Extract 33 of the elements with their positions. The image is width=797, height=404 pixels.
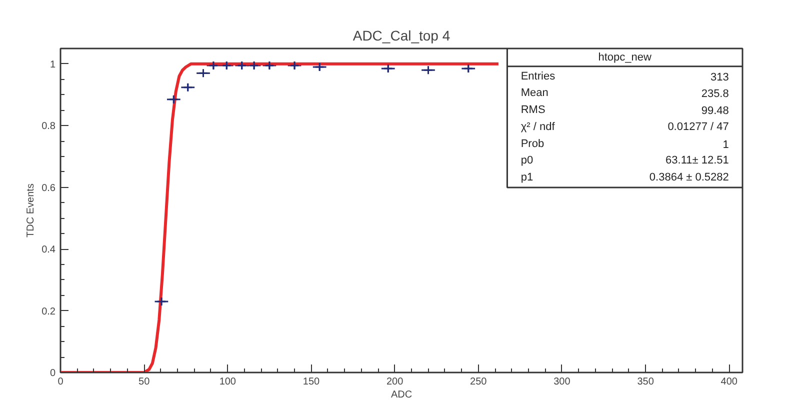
x-tick-label: 250 [470,376,488,388]
annotation: 313 [710,71,729,84]
y-axis-title: TDC Events [26,184,37,238]
y-tick-label: 0 [50,368,56,379]
annotation: Prob [520,138,544,150]
annotation: p1 [520,171,534,184]
annotation: χ² / ndf [520,120,556,133]
annotation: 99.48 [701,105,729,118]
y-tick-label: 0.8 [42,121,56,132]
annotation: Entries [520,70,556,82]
x-tick-label: 0 [58,376,64,388]
x-tick-label: 300 [554,376,571,388]
annotation: 0.01277 / 47 [668,120,729,133]
y-tick-label: 1 [50,59,56,70]
annotation: RMS [520,104,546,116]
y-tick-label: 0.6 [42,182,56,194]
annotation: Mean [520,87,548,100]
x-tick-label: 400 [720,376,738,388]
x-tick-label: 50 [138,376,150,388]
x-tick-label: 200 [386,376,404,388]
chart-title: ADC_Cal_top 4 [352,28,450,44]
x-tick-label: 100 [219,376,236,388]
x-tick-label: 350 [637,376,654,388]
y-tick-label: 0.4 [42,244,56,256]
x-tick-label: 150 [302,376,320,388]
y-tick-label: 0.2 [42,306,56,318]
annotation: p0 [520,154,534,167]
annotation: 1 [722,138,729,151]
annotation: 235.8 [701,88,729,100]
annotation: 0.3864 ± 0.5282 [649,171,729,184]
annotation: 63.11± 12.51 [666,154,729,167]
x-axis-title: ADC [390,390,412,400]
annotation: htopc_new [598,51,652,64]
